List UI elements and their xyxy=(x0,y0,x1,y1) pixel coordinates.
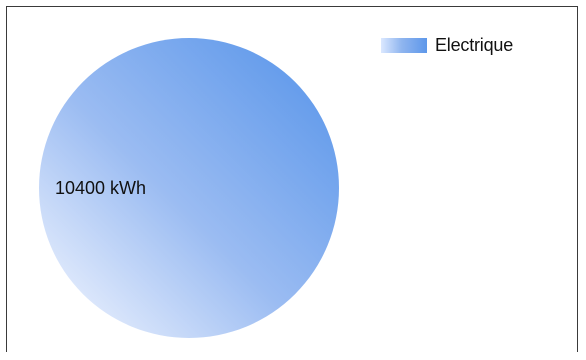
legend-swatch-electrique xyxy=(381,38,427,53)
data-label-electrique: 10400 kWh xyxy=(55,178,146,198)
legend: Electrique xyxy=(381,35,513,56)
legend-label-electrique: Electrique xyxy=(435,35,514,55)
pie-slice-electrique xyxy=(39,38,339,338)
chart-frame: 10400 kWh Electrique xyxy=(6,6,578,352)
pie-chart: 10400 kWh xyxy=(39,38,339,338)
